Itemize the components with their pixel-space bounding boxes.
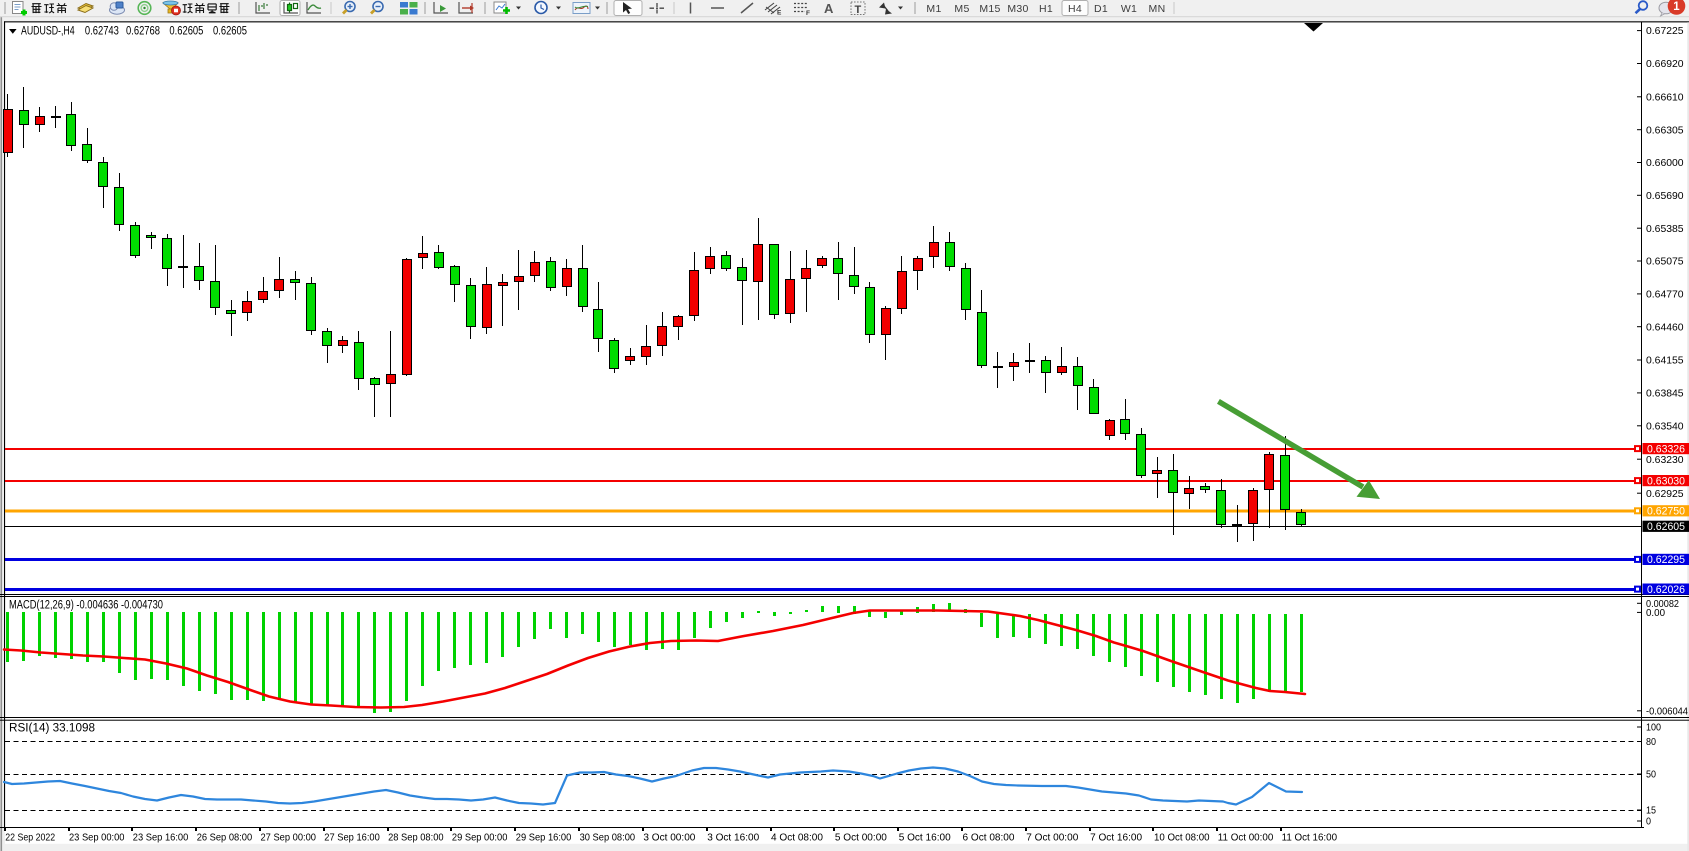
svg-text:11 Oct 16:00: 11 Oct 16:00 (1282, 832, 1338, 844)
svg-text:0.62605: 0.62605 (213, 26, 247, 38)
svg-text:80: 80 (1646, 736, 1656, 748)
svg-text:W1: W1 (1121, 3, 1137, 15)
svg-text:6 Oct 08:00: 6 Oct 08:00 (963, 832, 1015, 844)
svg-text:0.66610: 0.66610 (1646, 91, 1684, 103)
svg-text:0.63230: 0.63230 (1646, 454, 1684, 466)
svg-text:29 Sep 00:00: 29 Sep 00:00 (452, 832, 508, 844)
svg-text:26 Sep 08:00: 26 Sep 08:00 (197, 832, 253, 844)
svg-text:3 Oct 00:00: 3 Oct 00:00 (643, 832, 695, 844)
svg-text:H1: H1 (1039, 3, 1053, 15)
svg-text:27 Sep 00:00: 27 Sep 00:00 (261, 832, 317, 844)
svg-text:0: 0 (1646, 816, 1651, 828)
svg-text:A: A (824, 1, 834, 16)
svg-text:0.62768: 0.62768 (126, 26, 160, 38)
svg-text:23 Sep 16:00: 23 Sep 16:00 (133, 832, 189, 844)
svg-text:M1: M1 (926, 3, 941, 15)
svg-text:0.62295: 0.62295 (1647, 554, 1685, 566)
svg-text:0.62605: 0.62605 (169, 26, 203, 38)
svg-text:0.00082: 0.00082 (1646, 598, 1679, 610)
svg-text:T: T (855, 4, 862, 16)
svg-text:0.64155: 0.64155 (1646, 355, 1684, 367)
svg-text:M15: M15 (979, 3, 1000, 15)
svg-text:5 Oct 00:00: 5 Oct 00:00 (835, 832, 887, 844)
svg-text:29 Sep 16:00: 29 Sep 16:00 (516, 832, 572, 844)
svg-text:7 Oct 00:00: 7 Oct 00:00 (1026, 832, 1078, 844)
svg-text:0.66920: 0.66920 (1646, 58, 1684, 70)
svg-text:0.63030: 0.63030 (1647, 475, 1685, 487)
svg-text:0.62743: 0.62743 (85, 26, 119, 38)
svg-text:27 Sep 16:00: 27 Sep 16:00 (324, 832, 380, 844)
svg-text:0.62026: 0.62026 (1647, 584, 1685, 596)
svg-text:F: F (806, 10, 810, 17)
svg-text:22 Sep 2022: 22 Sep 2022 (5, 832, 55, 844)
svg-text:0.62750: 0.62750 (1647, 506, 1685, 518)
svg-text:0.65075: 0.65075 (1646, 256, 1684, 268)
svg-text:0.62605: 0.62605 (1647, 521, 1685, 533)
svg-text:MACD(12,26,9) -0.004636 -0.004: MACD(12,26,9) -0.004636 -0.004730 (9, 600, 163, 612)
svg-text:11 Oct 00:00: 11 Oct 00:00 (1218, 832, 1274, 844)
svg-text:0.00: 0.00 (1646, 607, 1665, 619)
svg-text:0.64460: 0.64460 (1646, 321, 1684, 333)
svg-text:0.63540: 0.63540 (1646, 420, 1684, 432)
svg-text:0.62925: 0.62925 (1646, 488, 1684, 500)
svg-text:M30: M30 (1007, 3, 1028, 15)
svg-text:H4: H4 (1068, 3, 1082, 15)
svg-text:30 Sep 08:00: 30 Sep 08:00 (580, 832, 636, 844)
svg-text:50: 50 (1646, 769, 1656, 781)
svg-text:0.66305: 0.66305 (1646, 124, 1684, 136)
svg-text:5 Oct 16:00: 5 Oct 16:00 (899, 832, 951, 844)
svg-text:7 Oct 16:00: 7 Oct 16:00 (1090, 832, 1142, 844)
svg-text:0.63845: 0.63845 (1646, 388, 1684, 400)
svg-text:D1: D1 (1094, 3, 1108, 15)
svg-text:0.66000: 0.66000 (1646, 157, 1684, 169)
svg-text:-0.006044: -0.006044 (1646, 705, 1688, 717)
svg-text:23 Sep 00:00: 23 Sep 00:00 (69, 832, 125, 844)
svg-text:MN: MN (1149, 3, 1166, 15)
svg-text:0.64770: 0.64770 (1646, 289, 1684, 301)
svg-text:M5: M5 (954, 3, 969, 15)
svg-text:E: E (777, 10, 782, 17)
svg-text:28 Sep 08:00: 28 Sep 08:00 (388, 832, 444, 844)
svg-text:0.63326: 0.63326 (1647, 443, 1685, 455)
svg-text:3 Oct 16:00: 3 Oct 16:00 (707, 832, 759, 844)
svg-text:0.65385: 0.65385 (1646, 223, 1684, 235)
svg-text:1: 1 (1673, 1, 1680, 13)
svg-text:0.65690: 0.65690 (1646, 190, 1684, 202)
svg-text:0.67225: 0.67225 (1646, 25, 1684, 37)
svg-text:10 Oct 08:00: 10 Oct 08:00 (1154, 832, 1210, 844)
svg-text:100: 100 (1646, 722, 1661, 734)
svg-text:AUDUSD-,H4: AUDUSD-,H4 (21, 26, 75, 38)
svg-text:15: 15 (1646, 805, 1656, 817)
svg-text:RSI(14) 33.1098: RSI(14) 33.1098 (9, 723, 95, 735)
svg-text:4 Oct 08:00: 4 Oct 08:00 (771, 832, 823, 844)
